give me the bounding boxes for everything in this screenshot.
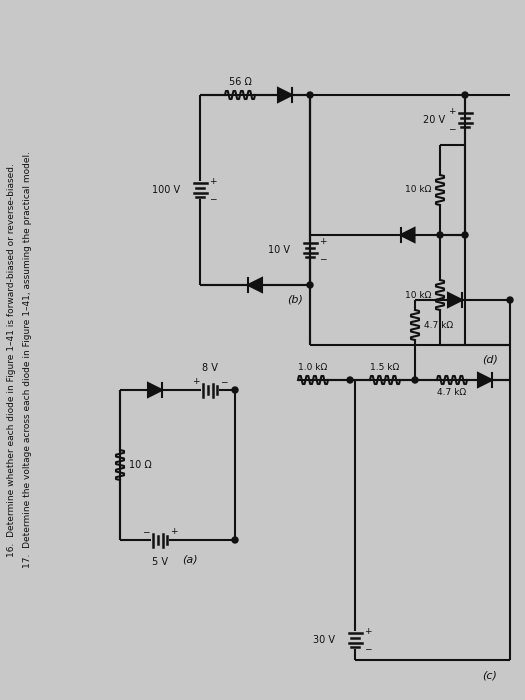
Text: 56 Ω: 56 Ω <box>228 77 251 87</box>
Text: 1.0 kΩ: 1.0 kΩ <box>298 363 328 372</box>
Text: +: + <box>448 106 456 116</box>
Text: +: + <box>209 176 216 186</box>
Text: +: + <box>319 237 327 246</box>
Text: (d): (d) <box>482 355 498 365</box>
Text: −: − <box>448 125 456 134</box>
Text: +: + <box>193 377 200 386</box>
Polygon shape <box>148 383 162 397</box>
Text: +: + <box>170 528 177 536</box>
Text: 10 kΩ: 10 kΩ <box>405 290 431 300</box>
Text: 5 V: 5 V <box>152 557 168 567</box>
Text: −: − <box>319 255 327 263</box>
Text: (a): (a) <box>182 555 198 565</box>
Circle shape <box>307 92 313 98</box>
Circle shape <box>507 297 513 303</box>
Text: −: − <box>142 528 150 536</box>
Circle shape <box>437 232 443 238</box>
Text: 100 V: 100 V <box>152 185 180 195</box>
Text: −: − <box>220 377 227 386</box>
Circle shape <box>462 92 468 98</box>
Polygon shape <box>401 228 415 242</box>
Text: (b): (b) <box>287 295 303 305</box>
Circle shape <box>232 387 238 393</box>
Text: 17.  Determine the voltage across each diode in Figure 1–41, assuming the practi: 17. Determine the voltage across each di… <box>24 151 33 568</box>
Text: 10 V: 10 V <box>268 245 290 255</box>
Text: −: − <box>364 645 372 654</box>
Circle shape <box>347 377 353 383</box>
Circle shape <box>412 377 418 383</box>
Text: 4.7 kΩ: 4.7 kΩ <box>424 321 453 330</box>
Text: 1.5 kΩ: 1.5 kΩ <box>370 363 400 372</box>
Text: 10 Ω: 10 Ω <box>129 460 152 470</box>
Polygon shape <box>248 278 262 292</box>
Circle shape <box>462 232 468 238</box>
Text: 4.7 kΩ: 4.7 kΩ <box>437 388 467 397</box>
Text: 10 kΩ: 10 kΩ <box>405 186 431 195</box>
Text: (c): (c) <box>482 670 498 680</box>
Text: 16.  Determine whether each diode in Figure 1–41 is forward-biased or reverse-bi: 16. Determine whether each diode in Figu… <box>7 163 16 557</box>
Circle shape <box>307 282 313 288</box>
Circle shape <box>232 537 238 543</box>
Text: 8 V: 8 V <box>202 363 218 373</box>
Polygon shape <box>478 373 492 387</box>
Polygon shape <box>278 88 292 102</box>
Text: −: − <box>209 195 216 204</box>
Text: 20 V: 20 V <box>423 115 445 125</box>
Text: 30 V: 30 V <box>313 635 335 645</box>
Text: +: + <box>364 626 372 636</box>
Polygon shape <box>448 293 462 307</box>
